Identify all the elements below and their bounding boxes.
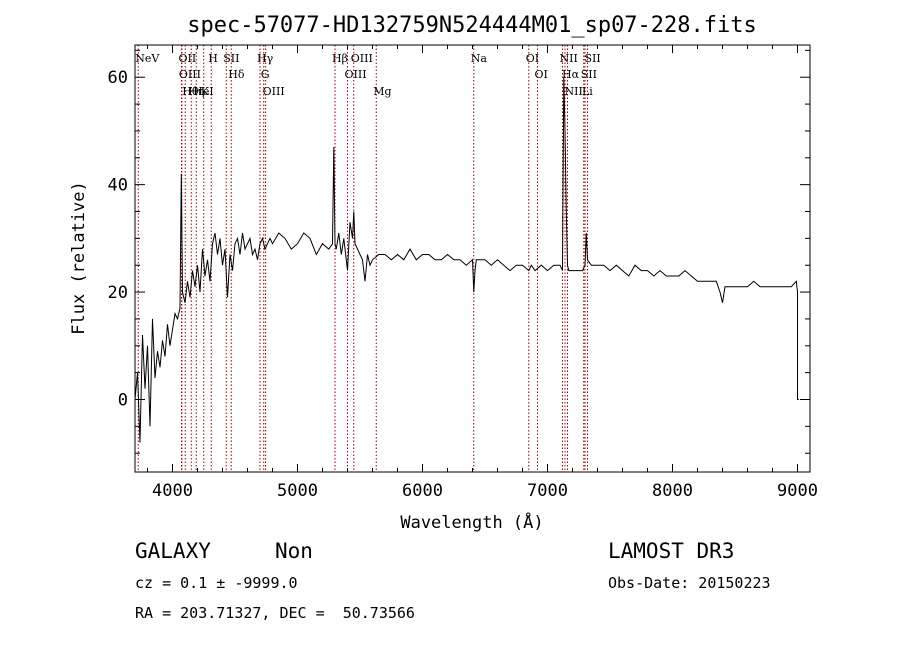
emission-line-label: G [261,68,270,81]
survey-name: LAMOST DR3 [608,539,735,563]
y-axis-label: Flux (relative) [69,181,89,335]
emission-line-label: Mg [373,85,391,98]
x-tick-label: 9000 [777,481,818,501]
x-tick-label: 8000 [652,481,693,501]
emission-line-label: OIII [179,68,201,81]
y-axis: 0 20 40 60 [108,49,810,454]
emission-line-label: H [208,52,218,65]
spectrum-line [134,77,799,443]
emission-line-label: Hη [188,85,204,98]
emission-line-label: OIII [351,52,373,65]
emission-line-label: OIII [345,68,367,81]
emission-line-label: Na [471,52,488,65]
emission-line-label: OI [526,52,539,65]
emission-line-label: NII [560,52,578,65]
emission-line-label: NII [565,85,583,98]
chart-title: spec-57077-HD132759N524444M01_sp07-228.f… [187,13,757,38]
object-subclass: Non [275,539,313,563]
emission-line-label: NeV [135,52,160,65]
obs-date: Obs-Date: 20150223 [608,574,771,592]
emission-line-label: Hθ [182,85,199,98]
x-tick-label: 7000 [527,481,568,501]
x-tick-label: 4000 [152,481,193,501]
emission-line-label: OII [179,52,197,65]
emission-line-label: OIII [263,85,285,98]
y-tick-label: 20 [108,283,128,303]
emission-line-label: Hγ [257,52,274,65]
x-tick-label: 6000 [402,481,443,501]
emission-line-label: Hα [562,68,580,81]
emission-line-label: Hδ [228,68,245,81]
x-tick-label: 5000 [277,481,318,501]
cz-value: cz = 0.1 ± -9999.0 [135,574,298,592]
emission-line-label: Li [582,85,593,98]
ra-dec: RA = 203.71327, DEC = 50.73566 [135,604,415,622]
y-tick-label: 0 [118,390,128,410]
y-tick-label: 60 [108,68,128,88]
emission-line-label: HeI [193,85,213,98]
emission-line-label: K [201,85,210,98]
emission-line-label: SII [223,52,239,65]
plot-frame [134,44,811,473]
emission-line-label: OI [535,68,548,81]
x-axis: 4000 5000 6000 7000 8000 9000 [147,45,818,501]
emission-line-label: SII [581,68,597,81]
object-class: GALAXY [135,539,211,563]
emission-line-label: SII [585,52,601,65]
emission-line-markers [137,45,588,472]
x-axis-label: Wavelength (Å) [400,511,543,533]
emission-line-label: Hβ [332,52,348,65]
y-tick-label: 40 [108,176,128,196]
